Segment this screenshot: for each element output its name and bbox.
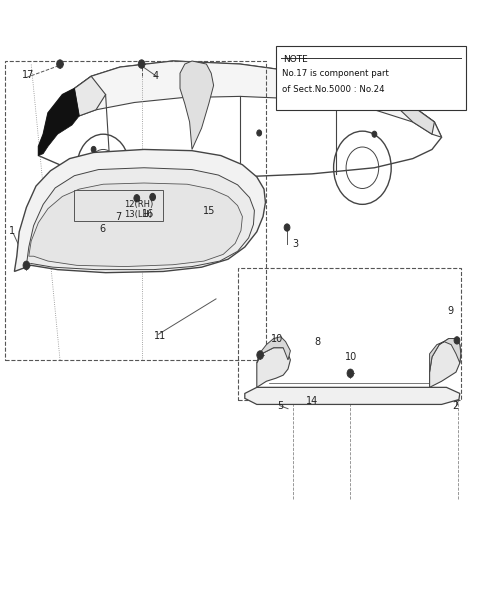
Polygon shape bbox=[74, 76, 106, 116]
Circle shape bbox=[347, 369, 354, 378]
Text: 2: 2 bbox=[453, 401, 459, 411]
Circle shape bbox=[23, 261, 30, 270]
Text: No.17 is component part: No.17 is component part bbox=[282, 69, 389, 78]
Polygon shape bbox=[430, 339, 461, 372]
Text: 11: 11 bbox=[154, 331, 166, 340]
Text: 17: 17 bbox=[22, 70, 34, 80]
Text: 13(LH): 13(LH) bbox=[124, 210, 152, 218]
Polygon shape bbox=[38, 88, 79, 156]
Text: 6: 6 bbox=[100, 224, 106, 234]
Text: 3: 3 bbox=[293, 239, 299, 249]
Text: 12(RH): 12(RH) bbox=[124, 201, 153, 209]
Text: 9: 9 bbox=[448, 306, 454, 316]
Text: of Sect.No.5000 : No.24: of Sect.No.5000 : No.24 bbox=[282, 85, 384, 95]
Circle shape bbox=[454, 337, 460, 344]
Polygon shape bbox=[430, 339, 461, 387]
Polygon shape bbox=[257, 337, 290, 363]
Circle shape bbox=[372, 131, 377, 137]
Text: 10: 10 bbox=[345, 352, 357, 362]
Bar bbox=[276, 46, 466, 110]
Text: 1: 1 bbox=[9, 226, 15, 235]
Polygon shape bbox=[180, 61, 214, 149]
Bar bbox=[238, 268, 461, 400]
Circle shape bbox=[134, 195, 140, 202]
Circle shape bbox=[91, 146, 96, 152]
Circle shape bbox=[257, 351, 264, 359]
Circle shape bbox=[57, 60, 63, 68]
Text: 16: 16 bbox=[142, 209, 154, 218]
Text: 8: 8 bbox=[314, 337, 321, 346]
Text: 7: 7 bbox=[115, 212, 121, 221]
Text: 5: 5 bbox=[277, 401, 283, 411]
Circle shape bbox=[284, 224, 290, 231]
Circle shape bbox=[138, 60, 145, 68]
Text: 4: 4 bbox=[153, 71, 159, 81]
Polygon shape bbox=[74, 61, 442, 137]
Text: 10: 10 bbox=[271, 334, 284, 343]
Text: 15: 15 bbox=[203, 206, 215, 215]
Bar bbox=[74, 190, 163, 221]
Circle shape bbox=[257, 130, 262, 136]
Circle shape bbox=[150, 193, 156, 201]
Polygon shape bbox=[384, 95, 434, 134]
Polygon shape bbox=[245, 387, 460, 404]
Text: 14: 14 bbox=[306, 396, 319, 406]
Text: NOTE: NOTE bbox=[283, 55, 308, 64]
Bar bbox=[5, 61, 266, 360]
Polygon shape bbox=[29, 183, 242, 267]
Polygon shape bbox=[26, 168, 254, 270]
Polygon shape bbox=[14, 149, 265, 273]
Polygon shape bbox=[257, 348, 290, 387]
